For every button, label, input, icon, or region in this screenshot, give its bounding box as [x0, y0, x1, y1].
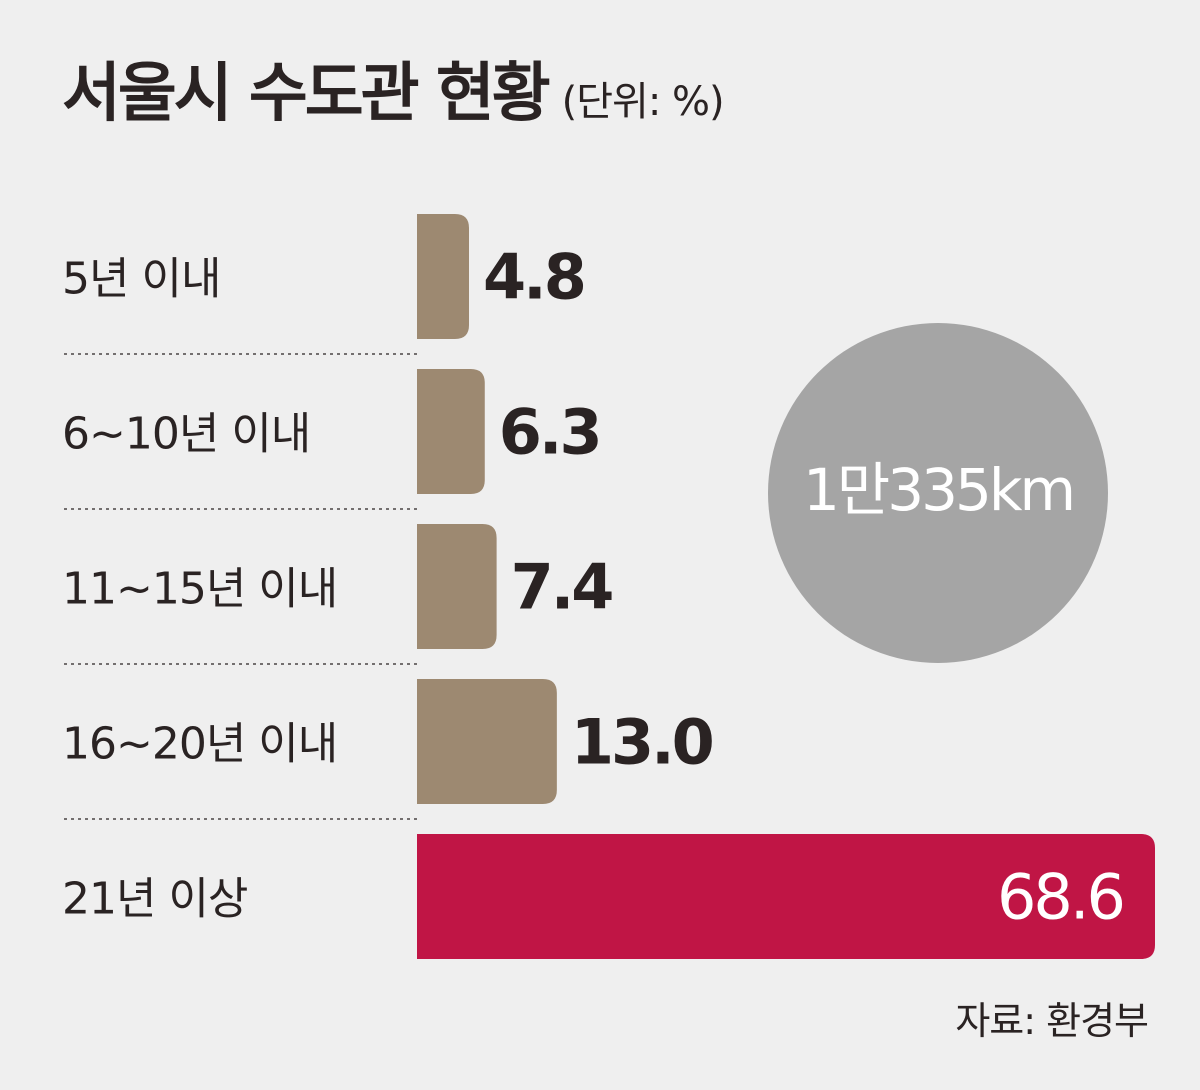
- total-length-label: 1만335km: [803, 456, 1073, 524]
- category-label-2: 11~15년 이내: [62, 564, 337, 615]
- row-dividers: [64, 353, 417, 820]
- value-label-3: 13.0: [571, 706, 713, 779]
- value-labels: 4.8 6.3 7.4 13.0 68.6: [483, 241, 1126, 934]
- category-label-0: 5년 이내: [62, 254, 220, 305]
- total-circle-shape: [768, 323, 1108, 663]
- category-labels: 5년 이내 6~10년 이내 11~15년 이내 16~20년 이내 21년 이상: [62, 254, 338, 925]
- bar-3: [417, 679, 557, 804]
- unit-label: (단위: %): [561, 79, 725, 125]
- category-label-4: 21년 이상: [62, 874, 247, 925]
- source-note: 자료: 환경부: [955, 999, 1149, 1043]
- total-length-circle: 1만335km: [768, 323, 1108, 663]
- bar-1: [417, 369, 485, 494]
- category-label-1: 6~10년 이내: [62, 409, 310, 460]
- value-label-1: 6.3: [499, 396, 600, 469]
- bar-0: [417, 214, 469, 339]
- category-label-3: 16~20년 이내: [62, 719, 337, 770]
- value-label-0: 4.8: [483, 241, 584, 314]
- title-text: 서울시 수도관 현황: [62, 57, 551, 131]
- value-label-4: 68.6: [997, 861, 1123, 934]
- bar-4: [417, 834, 1155, 959]
- bar-2: [417, 524, 497, 649]
- bars: [417, 214, 1155, 959]
- chart-title: 서울시 수도관 현황 (단위: %): [62, 42, 725, 134]
- value-label-2: 7.4: [511, 551, 613, 624]
